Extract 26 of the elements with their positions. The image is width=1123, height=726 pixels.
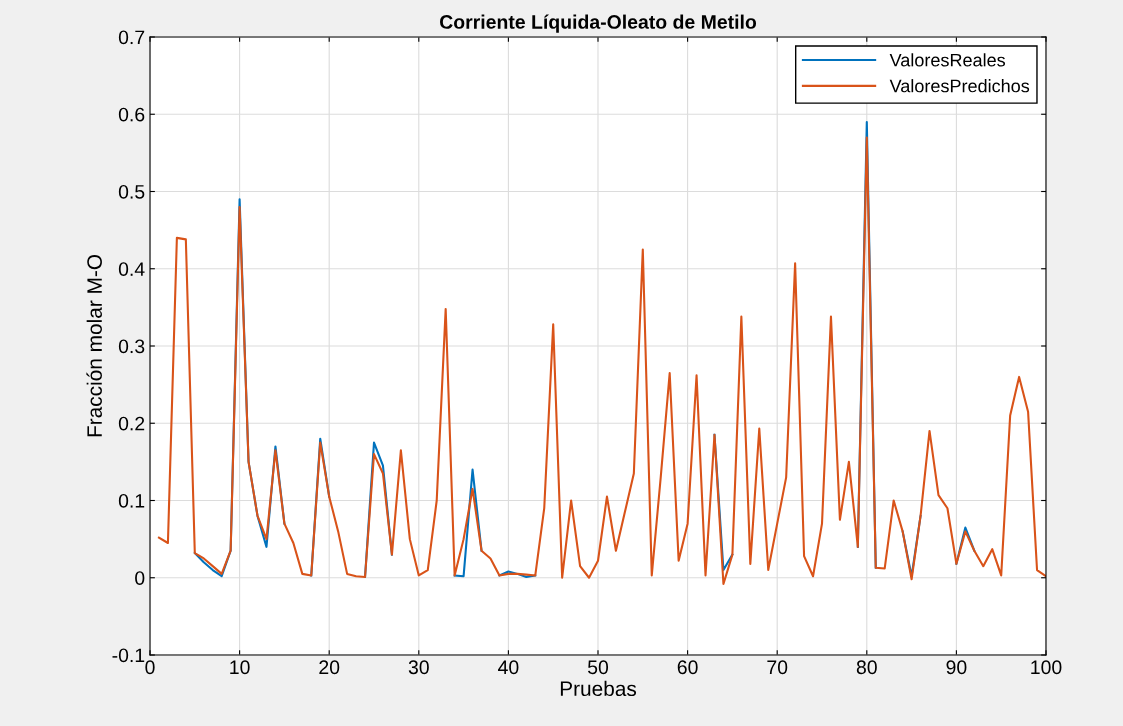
x-tick-label: 0 xyxy=(145,660,155,675)
x-tick-label: 40 xyxy=(498,660,519,675)
x-axis-title: Pruebas xyxy=(560,680,637,697)
y-tick-label: 0.4 xyxy=(118,262,145,276)
y-tick-label: 0.2 xyxy=(118,416,145,431)
line-series xyxy=(157,136,1046,585)
y-tick-label: 0.6 xyxy=(118,107,145,122)
y-axis-title: Fracción molar M-O xyxy=(86,254,102,437)
x-tick-label: 90 xyxy=(946,660,967,675)
chart-title: Corriente Líquida-Oleato de Metilo xyxy=(440,14,757,33)
legend-label: ValoresPredichos xyxy=(889,79,1030,93)
y-tick-label: 0.1 xyxy=(118,493,145,508)
x-tick-label: 10 xyxy=(230,660,250,675)
x-tick-label: 30 xyxy=(408,660,429,675)
y-tick-label: 0 xyxy=(135,571,145,585)
y-tick-label: 0.5 xyxy=(118,184,145,199)
x-tick-label: 60 xyxy=(677,660,698,675)
x-tick-label: 80 xyxy=(856,660,877,675)
y-tick-label: -0.1 xyxy=(112,648,145,663)
x-tick-label: 20 xyxy=(319,660,340,675)
x-tick-label: 50 xyxy=(587,660,609,675)
y-tick-label: 0.3 xyxy=(118,339,145,354)
x-tick-label: 70 xyxy=(767,660,788,675)
y-tick-label: 0.7 xyxy=(118,30,145,45)
legend-label: ValoresReales xyxy=(889,53,1006,67)
x-tick-label: 100 xyxy=(1031,660,1062,675)
